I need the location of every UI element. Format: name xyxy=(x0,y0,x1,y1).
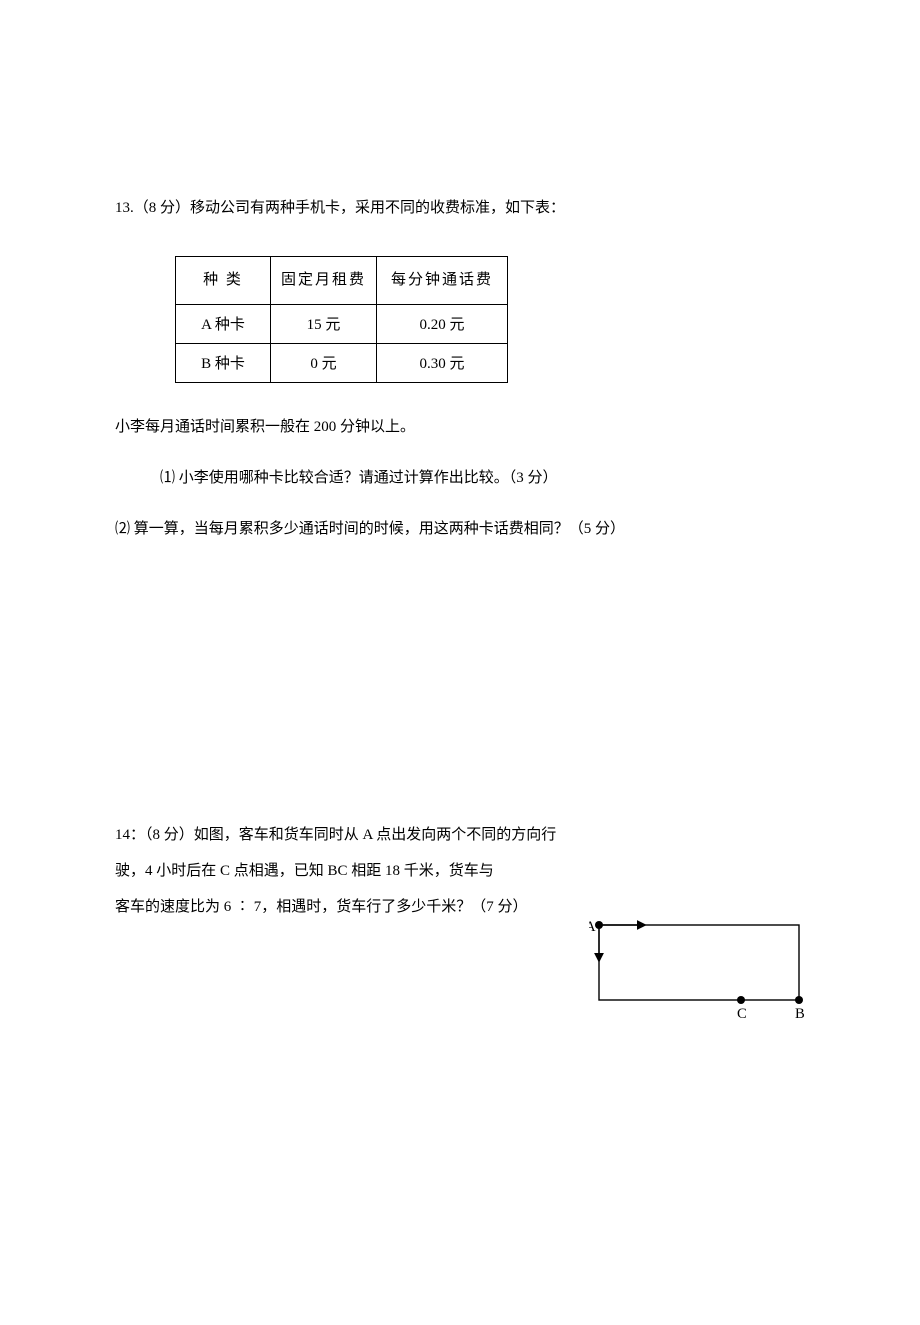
q14-rect xyxy=(599,925,799,1000)
q13-cell-b0: B 种卡 xyxy=(176,344,271,383)
q13-th-permin: 每分钟通话费 xyxy=(377,257,508,305)
q13-row-b: B 种卡 0 元 0.30 元 xyxy=(176,344,508,383)
q14-point-a xyxy=(595,921,603,929)
q14-line2: 驶，4 小时后在 C 点相遇，已知 BC 相距 18 千米，货车与 xyxy=(115,853,805,889)
q14-point-c xyxy=(737,996,745,1004)
q13-sub1: ⑴ 小李使用哪种卡比较合适？请通过计算作出比较。（3 分） xyxy=(115,460,805,496)
q13-prompt: 13.（8 分）移动公司有两种手机卡，采用不同的收费标准，如下表： xyxy=(115,190,805,226)
q14-label-a: A xyxy=(589,919,596,935)
q13-cell-b2: 0.30 元 xyxy=(377,344,508,383)
q13-table: 种 类 固定月租费 每分钟通话费 A 种卡 15 元 0.20 元 B 种卡 0… xyxy=(175,256,508,383)
q14-diagram: A B C xyxy=(589,913,814,1023)
q13-cell-a0: A 种卡 xyxy=(176,305,271,344)
q13-cell-a1: 15 元 xyxy=(271,305,377,344)
q14-label-c: C xyxy=(737,1006,747,1022)
q13-table-header-row: 种 类 固定月租费 每分钟通话费 xyxy=(176,257,508,305)
q13-th-type: 种 类 xyxy=(176,257,271,305)
q13-sub2: ⑵ 算一算，当每月累积多少通话时间的时候，用这两种卡话费相同？（5 分） xyxy=(115,511,805,547)
q14-label-b: B xyxy=(795,1006,805,1022)
q13-cell-a2: 0.20 元 xyxy=(377,305,508,344)
q13-th-rent: 固定月租费 xyxy=(271,257,377,305)
q13-cell-b1: 0 元 xyxy=(271,344,377,383)
q14-line1: 14：（8 分）如图，客车和货车同时从 A 点出发向两个不同的方向行 xyxy=(115,817,805,853)
q13-desc: 小李每月通话时间累积一般在 200 分钟以上。 xyxy=(115,409,805,445)
answer-space-q13 xyxy=(115,562,805,817)
q14-point-b xyxy=(795,996,803,1004)
q13-row-a: A 种卡 15 元 0.20 元 xyxy=(176,305,508,344)
